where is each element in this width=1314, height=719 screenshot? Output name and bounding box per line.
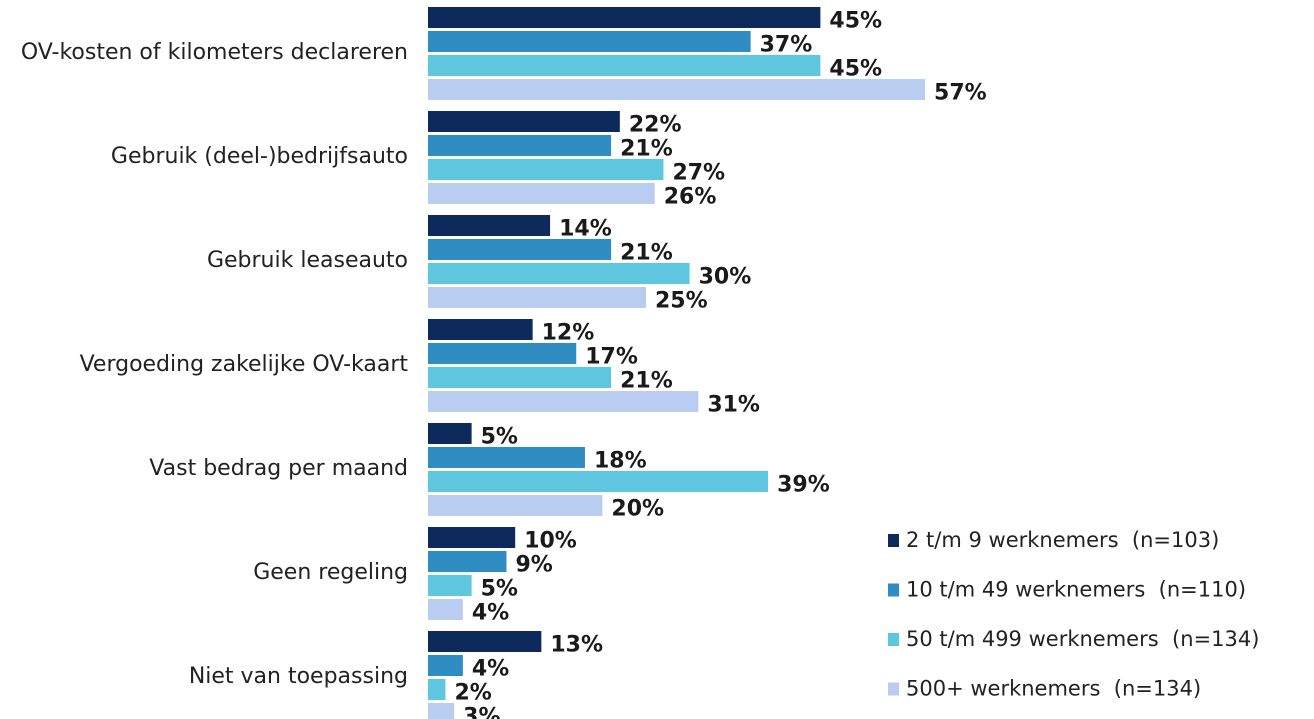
bar: [428, 159, 664, 180]
bar: [428, 215, 551, 236]
value-label: 10%: [524, 529, 577, 554]
value-label: 45%: [829, 57, 882, 82]
bar: [428, 55, 821, 76]
legend-label: 2 t/m 9 werknemers (n=103): [906, 528, 1219, 552]
category-label: Vergoeding zakelijke OV-kaart: [79, 352, 408, 377]
bar: [428, 319, 533, 340]
bar: [428, 183, 655, 204]
category-label: Gebruik (deel-)bedrijfsauto: [110, 144, 408, 169]
bar: [428, 655, 463, 676]
bar: [428, 527, 516, 548]
bar: [428, 263, 690, 284]
category-label: Geen regeling: [253, 560, 408, 585]
legend-label: 10 t/m 49 werknemers (n=110): [906, 578, 1246, 602]
value-label: 45%: [829, 9, 882, 34]
category-label: Gebruik leaseauto: [206, 248, 408, 273]
value-label: 9%: [515, 553, 552, 578]
value-label: 17%: [585, 345, 638, 370]
bar: [428, 79, 926, 100]
value-label: 18%: [594, 449, 647, 474]
value-label: 57%: [934, 81, 987, 106]
bar: [428, 679, 446, 700]
bar: [428, 447, 585, 468]
bar: [428, 31, 751, 52]
bar: [428, 391, 699, 412]
legend-label: 50 t/m 499 werknemers (n=134): [906, 627, 1259, 651]
value-label: 39%: [777, 473, 830, 498]
bar: [428, 599, 463, 620]
value-label: 30%: [699, 265, 752, 290]
legend-swatch: [888, 583, 899, 597]
value-label: 4%: [472, 657, 509, 682]
bar: [428, 575, 472, 596]
value-label: 27%: [672, 161, 725, 186]
legend-swatch: [888, 682, 899, 696]
legend-label: 500+ werknemers (n=134): [906, 677, 1201, 701]
category-label: Vast bedrag per maand: [149, 456, 408, 481]
bar: [428, 495, 603, 516]
bar: [428, 423, 472, 444]
value-label: 31%: [707, 393, 760, 418]
legend-swatch: [888, 633, 899, 646]
value-label: 26%: [664, 185, 717, 210]
value-label: 20%: [611, 497, 664, 522]
value-label: 14%: [559, 217, 612, 242]
value-label: 21%: [620, 241, 673, 266]
bar: [428, 703, 455, 719]
value-label: 3%: [463, 705, 500, 719]
value-label: 13%: [550, 633, 603, 658]
legend-swatch: [888, 534, 899, 547]
bar: [428, 287, 646, 308]
bar: [428, 111, 620, 132]
bar: [428, 239, 612, 260]
bar: [428, 631, 542, 652]
bar: [428, 7, 821, 28]
bar: [428, 367, 612, 388]
value-label: 21%: [620, 137, 673, 162]
bar: [428, 343, 577, 364]
value-label: 25%: [655, 289, 708, 314]
bar: [428, 135, 612, 156]
value-label: 22%: [629, 113, 682, 138]
value-label: 12%: [542, 321, 595, 346]
bar: [428, 471, 769, 492]
category-label: Niet van toepassing: [188, 664, 408, 689]
value-label: 37%: [760, 33, 813, 58]
value-label: 5%: [481, 425, 518, 450]
value-label: 21%: [620, 369, 673, 394]
category-label: OV-kosten of kilometers declareren: [20, 40, 408, 65]
value-label: 5%: [481, 577, 518, 602]
value-label: 2%: [454, 681, 491, 706]
value-label: 4%: [472, 601, 509, 626]
bar: [428, 551, 507, 572]
